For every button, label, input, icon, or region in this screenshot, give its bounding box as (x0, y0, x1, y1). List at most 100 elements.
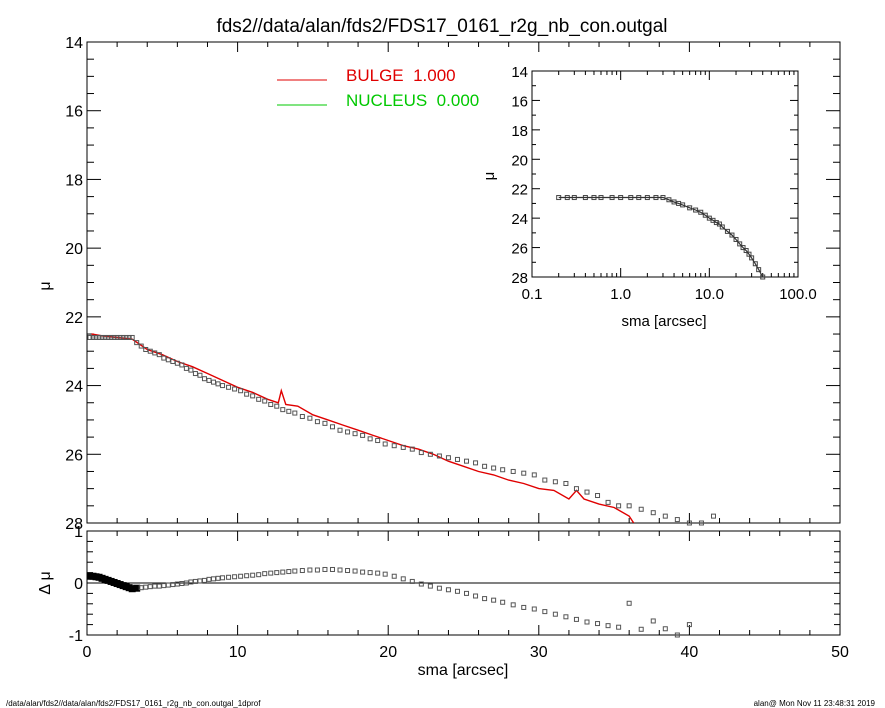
inset-data-point (749, 255, 755, 261)
inset-data-point (743, 248, 749, 254)
data-point (244, 391, 250, 397)
inset-y-tick-label: 24 (511, 211, 528, 228)
data-point (322, 420, 328, 426)
data-point (108, 334, 114, 340)
data-point (232, 386, 238, 392)
data-point (674, 517, 680, 523)
data-point (662, 513, 668, 519)
residual-point (400, 576, 406, 582)
inset-x-tick-label: 100.0 (779, 286, 817, 303)
residual-point (147, 584, 153, 590)
inset-x-tick-label: 10.0 (695, 286, 724, 303)
inset-y-axis-label: μ (481, 172, 498, 181)
data-point (123, 334, 129, 340)
residual-point (156, 583, 162, 589)
residual-point (464, 590, 470, 596)
residual-point (170, 582, 176, 588)
data-point (280, 407, 286, 413)
x-tick-label: 50 (831, 644, 849, 661)
main-y-tick-label: 26 (65, 447, 83, 464)
data-point (427, 451, 433, 457)
chart-title: fds2//data/alan/fds2/FDS17_0161_r2g_nb_c… (216, 16, 667, 37)
data-point (262, 398, 268, 404)
inset-y-tick-label: 14 (511, 64, 528, 81)
data-point (105, 334, 111, 340)
inset-data-point (671, 199, 677, 205)
data-point (616, 503, 622, 509)
data-point (197, 372, 203, 378)
residual-point (179, 581, 185, 587)
residual-point (360, 569, 366, 575)
data-point (552, 479, 558, 485)
data-point (250, 393, 256, 399)
data-point (117, 334, 123, 340)
inset-y-tick-label: 28 (511, 270, 528, 287)
residual-point (262, 571, 268, 577)
residual-point (274, 570, 280, 576)
residual-point (138, 585, 144, 591)
residual-point (638, 626, 644, 632)
inset-data-point (719, 224, 725, 230)
inset-data-point (729, 232, 735, 238)
data-point (138, 343, 144, 349)
inset-y-tick-label: 26 (511, 241, 528, 258)
residual-point (436, 585, 442, 591)
main-y-tick-label: 20 (65, 241, 83, 258)
bulge-model-line (91, 333, 635, 523)
residual-point (500, 599, 506, 605)
data-point (482, 463, 488, 469)
residual-point (307, 567, 313, 573)
data-point (638, 506, 644, 512)
data-point (102, 334, 108, 340)
data-point (698, 520, 704, 526)
residual-point (345, 568, 351, 574)
data-point (400, 444, 406, 450)
inset-x-tick-label: 0.1 (522, 286, 543, 303)
x-axis-label: sma [arcsec] (418, 662, 509, 679)
residual-point (382, 571, 388, 577)
main-y-tick-label: 14 (65, 35, 83, 52)
residual-point (174, 581, 180, 587)
data-point (256, 396, 262, 402)
residual-point (244, 573, 250, 579)
data-point (268, 401, 274, 407)
inset-y-tick-label: 20 (511, 152, 528, 169)
data-point (314, 419, 320, 425)
residual-point (542, 609, 548, 615)
residual-point (329, 566, 335, 572)
data-point (87, 334, 93, 340)
residual-point (183, 580, 189, 586)
data-point (183, 365, 189, 371)
inset-series-layer (556, 195, 766, 280)
residual-point (299, 568, 305, 574)
main-series-layer (87, 333, 716, 526)
residual-point (482, 596, 488, 602)
inset-model-line (558, 196, 764, 278)
residual-point (256, 572, 262, 578)
data-point (161, 355, 167, 361)
residual-point (595, 621, 601, 627)
data-point (120, 334, 126, 340)
inset-data-point (733, 236, 739, 242)
x-tick-label: 30 (530, 644, 548, 661)
residual-point (616, 624, 622, 630)
x-tick-label: 0 (83, 644, 92, 661)
residual-point (250, 572, 256, 578)
residual-point (650, 618, 656, 624)
inset-x-axis-label: sma [arcsec] (621, 313, 706, 330)
data-point (626, 503, 632, 509)
main-y-axis-label: μ (37, 281, 54, 290)
inset-plot: 14 16 18 20 22 24 26 280.1 1.0 10.0 100.0 μ sma [a… (481, 64, 817, 330)
inset-data-point (756, 267, 762, 273)
inset-data-point (740, 245, 746, 251)
data-point (382, 441, 388, 447)
legend-nucleus-label: NUCLEUS 0.000 (346, 91, 479, 110)
inset-data-point (716, 221, 722, 227)
inset-plot-background (505, 71, 795, 277)
residual-point (206, 576, 212, 582)
data-point (152, 350, 158, 356)
residual-point (445, 587, 451, 593)
residual-point (409, 578, 415, 584)
footer-right: alan@ Mon Nov 11 23:48:31 2019 (754, 699, 876, 708)
inset-data-point (746, 251, 752, 257)
